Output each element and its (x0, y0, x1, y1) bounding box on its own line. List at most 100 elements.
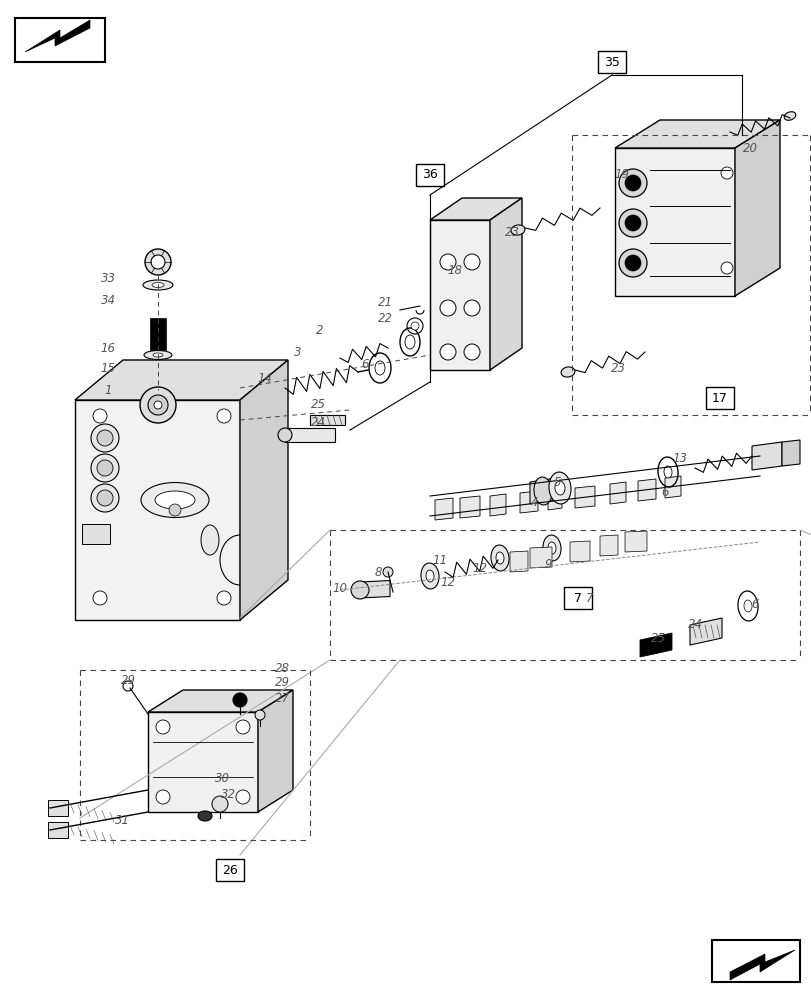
Text: 24: 24 (310, 416, 325, 428)
Polygon shape (599, 535, 617, 556)
Ellipse shape (201, 525, 219, 555)
Ellipse shape (405, 335, 414, 349)
Circle shape (93, 591, 107, 605)
Bar (150, 318, 165, 350)
Bar (310, 415, 345, 425)
Text: 30: 30 (214, 772, 230, 784)
Polygon shape (614, 120, 779, 148)
Text: 16: 16 (101, 342, 115, 355)
Ellipse shape (375, 361, 384, 375)
Text: 13: 13 (672, 452, 687, 464)
Circle shape (217, 409, 230, 423)
Text: 6: 6 (660, 486, 668, 498)
Ellipse shape (426, 570, 434, 582)
Text: 9: 9 (543, 558, 551, 572)
Polygon shape (711, 940, 799, 982)
Circle shape (233, 693, 247, 707)
Text: 20: 20 (741, 141, 757, 154)
Ellipse shape (496, 552, 504, 564)
Text: 35: 35 (603, 55, 619, 68)
Polygon shape (489, 494, 505, 516)
Text: 31: 31 (114, 814, 129, 826)
Circle shape (463, 300, 479, 316)
Circle shape (624, 175, 640, 191)
Bar (285, 428, 335, 442)
Text: 32: 32 (221, 788, 235, 802)
Circle shape (618, 169, 646, 197)
Ellipse shape (143, 280, 173, 290)
Bar (216, 859, 243, 881)
Ellipse shape (155, 491, 195, 509)
Ellipse shape (144, 351, 172, 360)
Polygon shape (574, 486, 594, 508)
Polygon shape (751, 442, 781, 470)
Circle shape (618, 249, 646, 277)
Circle shape (169, 504, 181, 516)
Text: 24: 24 (687, 618, 702, 632)
Circle shape (440, 300, 456, 316)
Polygon shape (15, 18, 105, 62)
Circle shape (618, 209, 646, 237)
Circle shape (440, 344, 456, 360)
Text: 25: 25 (650, 632, 665, 645)
Circle shape (410, 322, 418, 330)
Ellipse shape (141, 483, 208, 518)
Circle shape (440, 254, 456, 270)
Text: 27: 27 (274, 692, 290, 704)
Text: 6: 6 (750, 598, 757, 611)
Text: 7: 7 (573, 591, 581, 604)
Polygon shape (75, 360, 288, 400)
Polygon shape (25, 20, 90, 52)
Text: 7: 7 (586, 591, 593, 604)
Circle shape (97, 490, 113, 506)
Polygon shape (614, 148, 734, 296)
Ellipse shape (554, 481, 564, 495)
Polygon shape (530, 478, 556, 504)
Text: 12: 12 (440, 576, 455, 588)
Ellipse shape (783, 112, 795, 120)
Circle shape (93, 409, 107, 423)
Bar (564, 587, 591, 609)
Text: 2: 2 (315, 324, 324, 336)
Ellipse shape (560, 367, 574, 377)
Circle shape (156, 720, 169, 734)
Circle shape (156, 790, 169, 804)
Text: 22: 22 (377, 312, 392, 324)
Circle shape (145, 249, 171, 275)
Circle shape (236, 720, 250, 734)
Circle shape (148, 395, 168, 415)
Circle shape (217, 591, 230, 605)
Polygon shape (435, 498, 453, 520)
Text: 25: 25 (310, 398, 325, 412)
Text: 26: 26 (222, 863, 238, 876)
Circle shape (212, 796, 228, 812)
Ellipse shape (152, 353, 163, 357)
Circle shape (91, 424, 119, 452)
Circle shape (236, 790, 250, 804)
Ellipse shape (547, 542, 556, 554)
Circle shape (463, 254, 479, 270)
Text: 1: 1 (104, 383, 112, 396)
Text: 23: 23 (610, 361, 624, 374)
Polygon shape (609, 482, 625, 504)
Polygon shape (48, 800, 68, 816)
Polygon shape (258, 690, 293, 812)
Polygon shape (664, 476, 680, 498)
Polygon shape (148, 690, 293, 712)
Text: 36: 36 (422, 168, 437, 182)
Text: 15: 15 (101, 361, 115, 374)
Polygon shape (240, 360, 288, 620)
Polygon shape (75, 400, 240, 620)
Text: 33: 33 (101, 271, 115, 284)
Text: 12: 12 (472, 562, 487, 574)
Polygon shape (430, 220, 489, 370)
Text: 5: 5 (554, 476, 561, 488)
Polygon shape (519, 491, 538, 513)
Circle shape (720, 167, 732, 179)
Circle shape (91, 484, 119, 512)
Text: 10: 10 (332, 582, 347, 594)
Bar (82, 524, 109, 544)
Polygon shape (430, 198, 521, 220)
Text: 29: 29 (274, 676, 290, 688)
Ellipse shape (548, 472, 570, 504)
